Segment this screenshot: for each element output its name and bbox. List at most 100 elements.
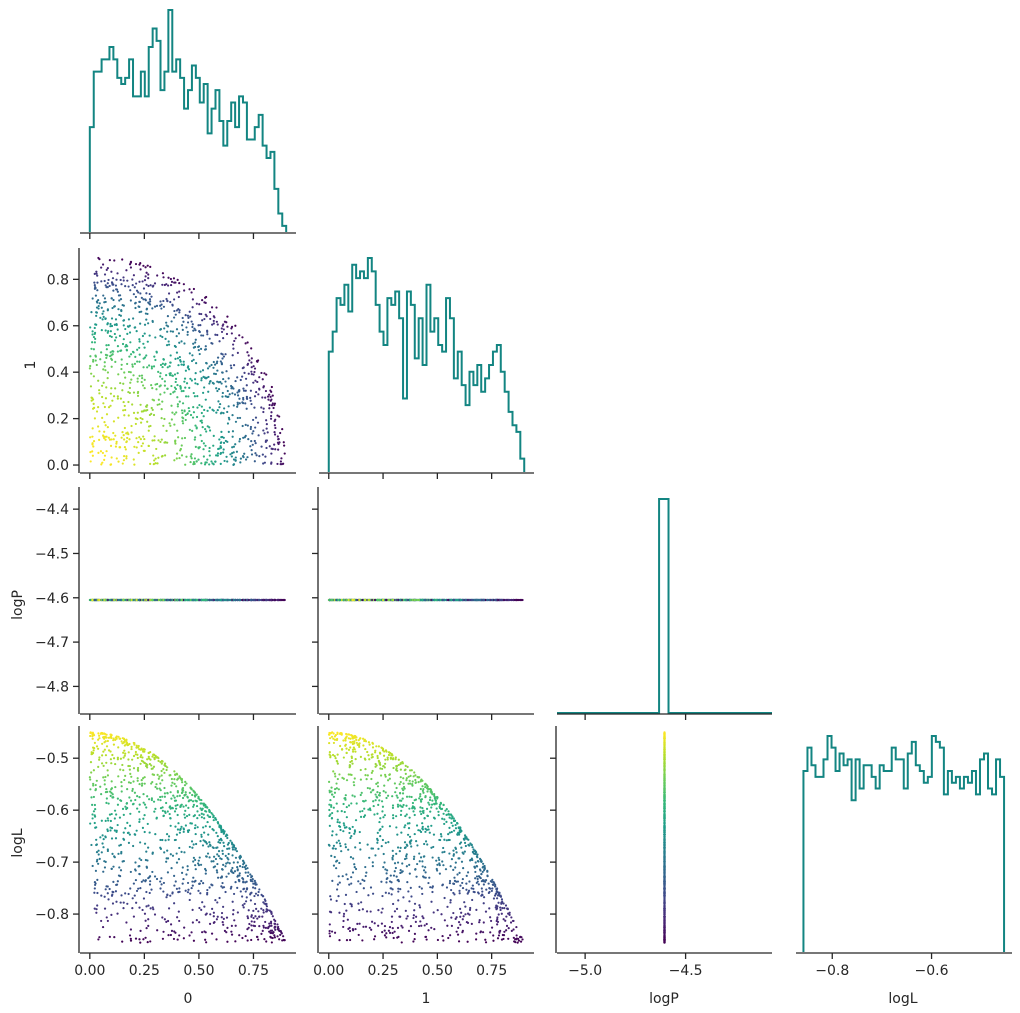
scatter-point xyxy=(208,450,211,453)
scatter-point xyxy=(442,846,445,850)
scatter-point xyxy=(663,739,666,742)
scatter-point xyxy=(139,438,142,441)
scatter-point xyxy=(99,785,102,788)
scatter-point xyxy=(330,735,334,738)
scatter-point xyxy=(148,891,151,895)
scatter-point xyxy=(150,797,153,800)
scatter-point xyxy=(134,750,137,754)
scatter-point xyxy=(157,456,160,459)
scatter-point xyxy=(238,934,241,937)
scatter-point xyxy=(382,816,385,819)
scatter-point xyxy=(239,890,242,893)
scatter-point xyxy=(388,931,392,935)
scatter-point xyxy=(219,841,222,844)
scatter-point xyxy=(118,866,121,869)
scatter-point xyxy=(490,880,494,883)
scatter-point xyxy=(161,335,164,339)
scatter-point xyxy=(168,365,171,368)
scatter-point xyxy=(391,931,394,935)
scatter-point xyxy=(94,826,97,829)
scatter-point xyxy=(226,422,230,425)
scatter-point xyxy=(396,846,400,849)
scatter-point xyxy=(117,735,120,738)
scatter-point xyxy=(342,925,345,929)
scatter-point xyxy=(186,891,190,894)
scatter-point xyxy=(125,457,128,460)
scatter-point xyxy=(344,846,347,849)
scatter-point xyxy=(122,751,125,754)
scatter-point xyxy=(118,737,121,740)
scatter-point xyxy=(521,938,524,941)
scatter-point xyxy=(359,793,362,797)
scatter-point xyxy=(139,403,142,406)
scatter-point xyxy=(140,410,143,413)
scatter-point xyxy=(113,809,117,812)
scatter-point xyxy=(109,330,112,333)
scatter-point xyxy=(123,404,126,408)
scatter-point xyxy=(426,814,430,818)
scatter-point xyxy=(408,807,411,810)
scatter-point xyxy=(358,922,361,925)
scatter-point xyxy=(89,778,92,781)
scatter-point xyxy=(335,841,338,844)
scatter-point xyxy=(463,838,466,841)
scatter-point xyxy=(473,891,476,894)
scatter-point xyxy=(166,315,170,318)
scatter-point xyxy=(469,858,472,862)
scatter-point xyxy=(492,897,496,900)
scatter-point xyxy=(201,844,205,847)
scatter-point xyxy=(200,439,203,443)
scatter-point xyxy=(114,434,117,437)
scatter-point xyxy=(396,796,399,799)
scatter-point xyxy=(232,861,235,864)
scatter-point xyxy=(249,396,252,399)
scatter-point xyxy=(342,919,345,923)
scatter-point xyxy=(184,780,187,783)
scatter-point xyxy=(144,275,147,278)
scatter-point xyxy=(429,810,432,813)
scatter-point xyxy=(438,872,441,875)
scatter-point xyxy=(331,830,334,833)
scatter-point xyxy=(232,343,235,346)
scatter-point xyxy=(168,812,171,816)
scatter-point xyxy=(129,937,132,940)
scatter-point xyxy=(139,841,142,844)
scatter-point xyxy=(191,800,195,803)
scatter-point xyxy=(149,462,152,465)
scatter-point xyxy=(116,345,120,348)
scatter-point xyxy=(331,834,334,837)
scatter-point xyxy=(136,377,139,380)
scatter-point xyxy=(418,885,421,889)
scatter-point xyxy=(150,406,153,410)
scatter-point xyxy=(222,841,225,844)
scatter-point xyxy=(443,850,446,853)
scatter-point xyxy=(91,333,94,336)
scatter-point xyxy=(170,418,173,421)
scatter-point xyxy=(344,893,348,896)
scatter-point xyxy=(97,425,100,428)
scatter-point xyxy=(135,446,138,449)
scatter-point xyxy=(345,732,348,736)
scatter-point xyxy=(129,260,133,263)
scatter-point xyxy=(138,873,141,876)
scatter-point xyxy=(145,354,148,357)
scatter-point xyxy=(471,898,474,902)
scatter-point xyxy=(455,930,458,933)
scatter-point xyxy=(161,809,164,812)
scatter-point xyxy=(112,298,115,302)
scatter-point xyxy=(195,426,198,429)
scatter-point xyxy=(222,328,225,331)
scatter-point xyxy=(252,365,255,368)
scatter-point xyxy=(390,915,394,918)
scatter-point xyxy=(420,887,423,890)
scatter-point xyxy=(393,870,396,873)
scatter-point xyxy=(149,265,152,269)
scatter-point xyxy=(166,366,169,369)
scatter-point xyxy=(159,838,162,842)
scatter-point xyxy=(140,747,143,750)
scatter-point xyxy=(210,306,214,309)
scatter-point xyxy=(115,829,118,832)
scatter-point xyxy=(210,460,213,463)
scatter-point xyxy=(444,809,447,812)
scatter-point xyxy=(347,848,350,851)
